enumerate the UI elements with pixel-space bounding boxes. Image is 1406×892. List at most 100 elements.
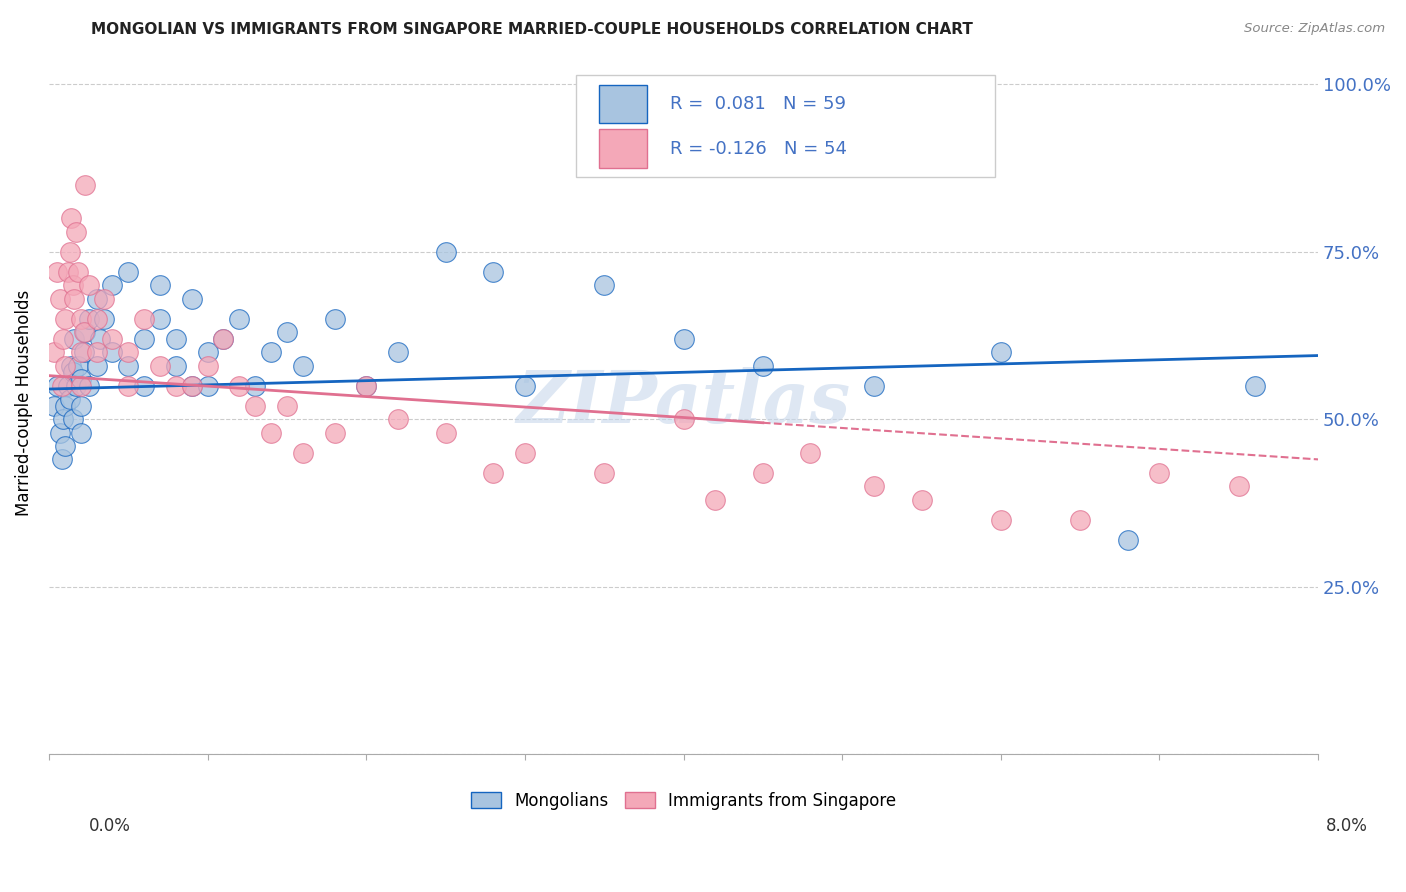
Point — [69, 378, 91, 392]
Legend: Mongolians, Immigrants from Singapore: Mongolians, Immigrants from Singapore — [464, 785, 903, 816]
Point — [387, 345, 409, 359]
Point — [356, 378, 378, 392]
Point — [62, 365, 84, 379]
Point — [69, 425, 91, 440]
Point — [134, 378, 156, 392]
Y-axis label: Married-couple Households: Married-couple Households — [15, 289, 32, 516]
Text: R =  0.081   N = 59: R = 0.081 N = 59 — [669, 95, 845, 113]
Point — [86, 359, 108, 373]
Point — [77, 378, 100, 392]
Point — [228, 311, 250, 326]
Point — [66, 359, 89, 373]
Point — [197, 359, 219, 373]
Point — [212, 332, 235, 346]
Point — [149, 278, 172, 293]
Point — [53, 399, 76, 413]
Point — [165, 359, 187, 373]
Point — [197, 378, 219, 392]
Point — [593, 466, 616, 480]
Point — [323, 425, 346, 440]
Point — [482, 265, 505, 279]
Point — [1243, 378, 1265, 392]
Point — [291, 359, 314, 373]
Point — [704, 492, 727, 507]
Point — [56, 265, 79, 279]
Point — [69, 372, 91, 386]
Point — [77, 311, 100, 326]
Point — [69, 345, 91, 359]
Point — [75, 325, 97, 339]
Point — [101, 278, 124, 293]
Point — [49, 292, 72, 306]
Point — [245, 399, 267, 413]
Point — [56, 378, 79, 392]
Point — [212, 332, 235, 346]
Point — [1116, 533, 1139, 547]
Point — [45, 378, 67, 392]
Point — [73, 325, 96, 339]
Point — [434, 244, 457, 259]
Point — [672, 332, 695, 346]
Point — [180, 378, 202, 392]
Bar — [599, 85, 647, 123]
Point — [165, 378, 187, 392]
Point — [134, 332, 156, 346]
Point — [69, 399, 91, 413]
Point — [42, 399, 65, 413]
Point — [291, 446, 314, 460]
Point — [149, 359, 172, 373]
Point — [101, 345, 124, 359]
Text: 0.0%: 0.0% — [89, 817, 131, 835]
Point — [482, 466, 505, 480]
Point — [51, 378, 73, 392]
Point — [58, 392, 80, 406]
Point — [53, 439, 76, 453]
Point — [77, 278, 100, 293]
Bar — [575, 75, 994, 178]
Point — [49, 425, 72, 440]
Text: ZIPatlas: ZIPatlas — [516, 367, 851, 438]
Point — [60, 359, 83, 373]
Point — [52, 332, 75, 346]
Point — [276, 325, 298, 339]
Point — [149, 311, 172, 326]
Point — [93, 292, 115, 306]
Point — [62, 412, 84, 426]
Text: R = -0.126   N = 54: R = -0.126 N = 54 — [669, 140, 846, 158]
Point — [1069, 513, 1091, 527]
Point — [134, 311, 156, 326]
Point — [752, 359, 775, 373]
Point — [1227, 479, 1250, 493]
Point — [89, 332, 111, 346]
Point — [260, 345, 283, 359]
Point — [513, 378, 536, 392]
Point — [228, 378, 250, 392]
Point — [63, 292, 86, 306]
Point — [863, 378, 886, 392]
Point — [53, 359, 76, 373]
Point — [86, 311, 108, 326]
Point — [117, 359, 139, 373]
Point — [323, 311, 346, 326]
Point — [593, 278, 616, 293]
Point — [75, 178, 97, 192]
Point — [356, 378, 378, 392]
Point — [387, 412, 409, 426]
Point — [117, 378, 139, 392]
Text: 8.0%: 8.0% — [1326, 817, 1368, 835]
Point — [86, 345, 108, 359]
Point — [93, 311, 115, 326]
Point — [513, 446, 536, 460]
Point — [42, 345, 65, 359]
Point — [197, 345, 219, 359]
Point — [245, 378, 267, 392]
Point — [180, 292, 202, 306]
Point — [863, 479, 886, 493]
Point — [86, 292, 108, 306]
Point — [799, 446, 821, 460]
Point — [53, 311, 76, 326]
Point — [60, 211, 83, 226]
Text: Source: ZipAtlas.com: Source: ZipAtlas.com — [1244, 22, 1385, 36]
Point — [69, 311, 91, 326]
Bar — [599, 129, 647, 168]
